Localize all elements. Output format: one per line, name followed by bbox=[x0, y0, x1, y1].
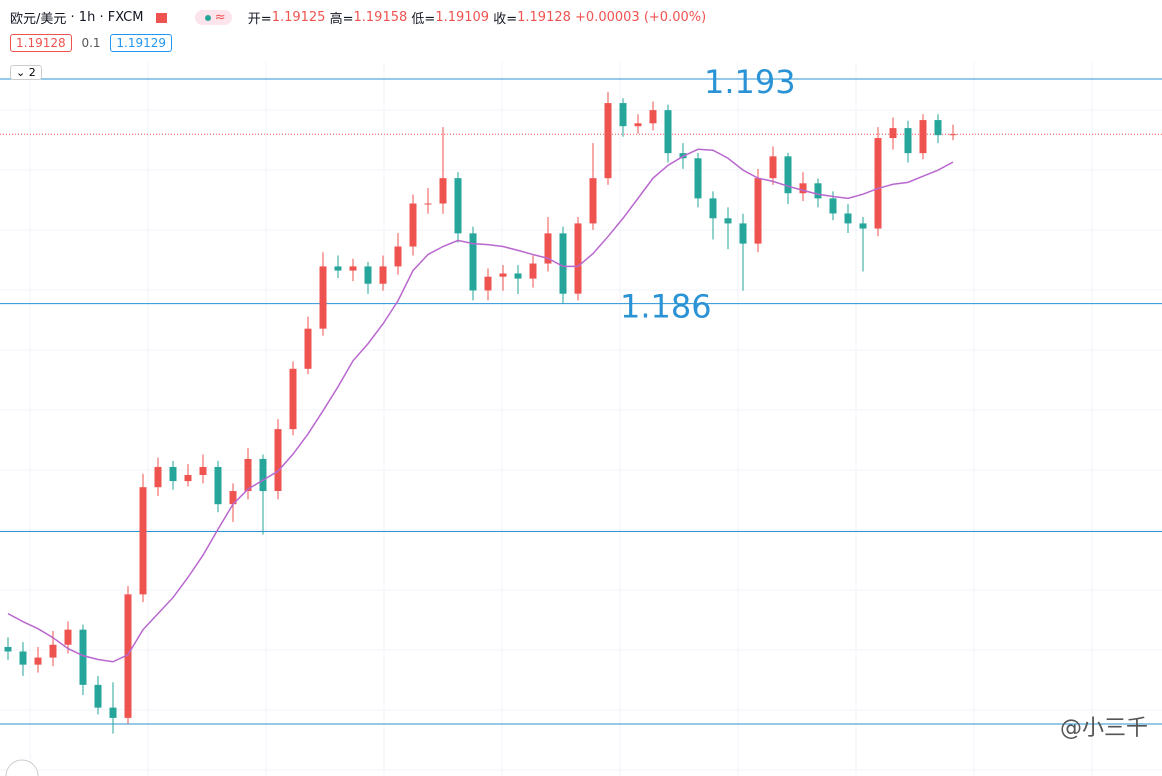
close-label: 收= bbox=[493, 12, 518, 27]
price-boxes: 1.19128 0.1 1.19129 bbox=[10, 34, 172, 52]
candle-body bbox=[94, 684, 102, 708]
candle-body bbox=[829, 198, 837, 214]
candle-body bbox=[784, 156, 792, 194]
watermark: @小三千 bbox=[1059, 716, 1148, 741]
candle-body bbox=[664, 110, 672, 154]
corner-icon bbox=[5, 759, 39, 776]
level-label: 1.186 bbox=[620, 288, 712, 326]
candle-body bbox=[934, 120, 942, 136]
candle-body bbox=[754, 178, 762, 244]
candle-body bbox=[724, 218, 732, 224]
candle-body bbox=[484, 276, 492, 291]
candle-body bbox=[769, 156, 777, 179]
candle-body bbox=[889, 128, 897, 139]
candle-body bbox=[169, 466, 177, 482]
level-label: 1.193 bbox=[704, 63, 796, 101]
low-value: 1.19109 bbox=[435, 10, 490, 25]
candle-body bbox=[904, 128, 912, 154]
candle-body bbox=[844, 213, 852, 224]
candle-body bbox=[514, 273, 522, 279]
open-label: 开= bbox=[247, 12, 272, 27]
change-pct: (+0.00%) bbox=[643, 10, 707, 25]
candle-body bbox=[559, 233, 567, 294]
low-label: 低= bbox=[411, 12, 436, 27]
flag[interactable] bbox=[155, 12, 167, 23]
candle-body bbox=[469, 233, 477, 291]
candle-body bbox=[859, 223, 867, 229]
source: FXCM bbox=[107, 10, 144, 25]
candle-body bbox=[634, 123, 642, 127]
indicator-count: 2 bbox=[28, 66, 36, 79]
candle-body bbox=[49, 644, 57, 658]
candle-body bbox=[319, 266, 327, 329]
candle-body bbox=[619, 103, 627, 127]
candle-body bbox=[439, 178, 447, 204]
candle-body bbox=[124, 594, 132, 718]
symbol[interactable]: 欧元/美元 bbox=[10, 12, 67, 27]
candle-body bbox=[304, 328, 312, 369]
candle-body bbox=[409, 203, 417, 247]
candle-body bbox=[574, 223, 582, 294]
ask[interactable]: 1.19129 bbox=[110, 34, 172, 52]
candle-body bbox=[289, 368, 297, 430]
candle-body bbox=[949, 134, 957, 136]
candle-body bbox=[79, 629, 87, 685]
candle-body bbox=[199, 466, 207, 475]
candle-body bbox=[349, 266, 357, 271]
candle-body bbox=[424, 203, 432, 205]
high-value: 1.19158 bbox=[353, 10, 408, 25]
candle-body bbox=[919, 120, 927, 154]
candle-body bbox=[379, 266, 387, 284]
status-pill[interactable]: ≈ bbox=[194, 10, 232, 25]
candle-body bbox=[394, 246, 402, 267]
candle-body bbox=[739, 223, 747, 244]
indicator-toggle[interactable]: ⌄ 2 bbox=[10, 65, 42, 80]
high-label: 高= bbox=[329, 12, 354, 27]
candle-body bbox=[709, 198, 717, 219]
candle-body bbox=[139, 487, 147, 595]
change: +0.00003 bbox=[575, 10, 640, 25]
close-value: 1.19128 bbox=[517, 10, 571, 25]
candle-body bbox=[364, 266, 372, 284]
candle-body bbox=[259, 458, 267, 492]
candle-body bbox=[454, 178, 462, 234]
ma-line bbox=[7, 148, 954, 663]
candle-body bbox=[334, 266, 342, 271]
candle-body bbox=[229, 491, 237, 505]
candle-body bbox=[544, 233, 552, 264]
candle-body bbox=[4, 646, 12, 652]
candle-body bbox=[589, 178, 597, 224]
candle-body bbox=[109, 707, 117, 718]
header: 欧元/美元 · 1h · FXCM ≈ 开=1.19125 高=1.19158 … bbox=[10, 10, 707, 27]
candle-body bbox=[34, 657, 42, 665]
candle-body bbox=[874, 138, 882, 229]
candle-body bbox=[499, 273, 507, 277]
bid[interactable]: 1.19128 bbox=[10, 34, 72, 52]
candle-body bbox=[274, 429, 282, 492]
candle-body bbox=[244, 458, 252, 492]
candle-body bbox=[184, 474, 192, 482]
candle-body bbox=[64, 629, 72, 645]
candle-body bbox=[814, 183, 822, 199]
candle-body bbox=[694, 158, 702, 199]
candle-body bbox=[19, 651, 27, 665]
candle-body bbox=[529, 263, 537, 279]
candle-body bbox=[799, 183, 807, 194]
candle-body bbox=[604, 103, 612, 179]
spread: 0.1 bbox=[81, 36, 101, 50]
candle-body bbox=[214, 466, 222, 505]
interval[interactable]: 1h bbox=[78, 10, 96, 25]
candle-body bbox=[154, 466, 162, 488]
open-value: 1.19125 bbox=[271, 10, 326, 25]
candle-body bbox=[649, 110, 657, 124]
